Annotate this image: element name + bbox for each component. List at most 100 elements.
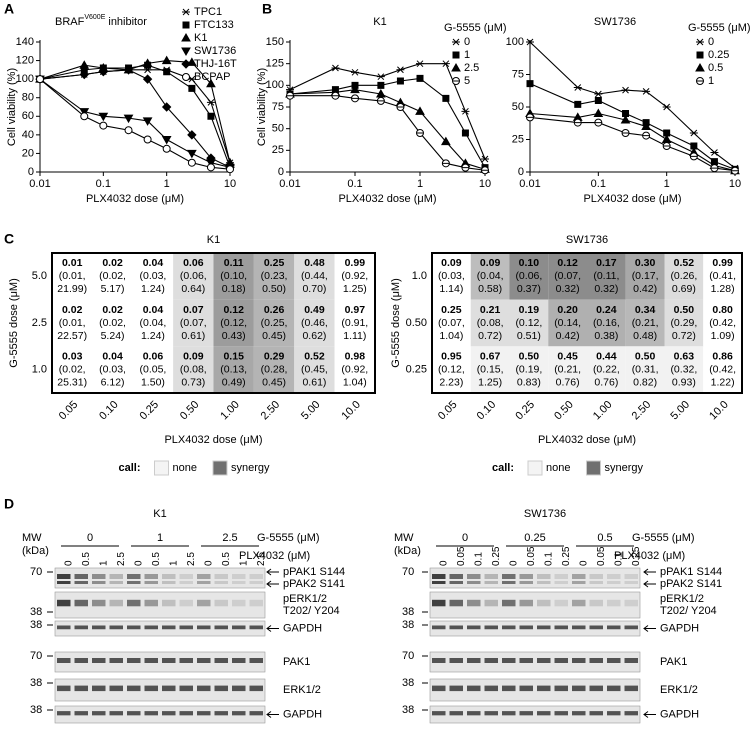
y-axis-label: Cell viability (%) bbox=[256, 68, 268, 146]
cell-ci-low: (0.02, bbox=[59, 363, 86, 375]
cell-value: 0.50 bbox=[635, 350, 656, 362]
blot-band bbox=[432, 581, 446, 584]
heatmap-border bbox=[51, 252, 376, 394]
legend-label: synergy bbox=[604, 462, 643, 474]
mw-marker: 38 bbox=[402, 704, 414, 716]
blot-band bbox=[162, 581, 176, 584]
heatmap-cell bbox=[173, 299, 214, 347]
band-arrow bbox=[643, 625, 656, 632]
blot-band bbox=[232, 685, 246, 692]
cell-value: 0.09 bbox=[480, 257, 501, 269]
row-label: 1.0 bbox=[32, 364, 47, 376]
lane-label: 0.05 bbox=[526, 546, 537, 566]
legend-label: none bbox=[173, 462, 197, 474]
heatmap-cell bbox=[703, 299, 742, 347]
blot-title: SW1736 bbox=[524, 508, 566, 520]
data-point bbox=[396, 77, 404, 85]
blot-band bbox=[232, 658, 246, 663]
legend-label: 1 bbox=[708, 75, 714, 87]
legend-label: 0.25 bbox=[708, 49, 729, 61]
cell-ci-high: 0.69) bbox=[672, 283, 696, 295]
legend-swatch bbox=[212, 460, 228, 476]
heatmap-cell bbox=[52, 346, 93, 393]
blot-band bbox=[144, 658, 158, 663]
data-point bbox=[689, 129, 698, 137]
panel-label: D bbox=[4, 496, 14, 512]
heatmap-cell bbox=[334, 253, 375, 300]
mw-marker: 70 bbox=[30, 566, 42, 578]
cell-ci-low: (0.04, bbox=[140, 317, 167, 329]
mw-marker: 38 bbox=[30, 619, 42, 631]
cell-ci-low: (0.31, bbox=[632, 363, 659, 375]
data-point bbox=[188, 84, 196, 92]
blot-band bbox=[144, 574, 158, 579]
blot-border bbox=[429, 567, 641, 589]
blot-band bbox=[519, 599, 533, 607]
lane-label: 1 bbox=[238, 560, 249, 566]
data-point bbox=[331, 64, 340, 72]
cell-value: 0.09 bbox=[441, 257, 462, 269]
lane-label: 0 bbox=[438, 560, 449, 566]
blot-band bbox=[57, 711, 71, 716]
cell-value: 0.44 bbox=[596, 350, 617, 362]
blot-strip bbox=[430, 652, 640, 672]
blot-band bbox=[127, 711, 141, 716]
blot-band bbox=[572, 685, 586, 692]
legend-marker bbox=[181, 47, 191, 57]
blot-band bbox=[109, 685, 123, 692]
blot-band bbox=[554, 711, 568, 716]
y-tick-label: 80 bbox=[22, 92, 34, 104]
y-tick-label: 25 bbox=[272, 144, 284, 156]
heatmap-cell bbox=[92, 299, 133, 347]
data-point bbox=[161, 136, 172, 145]
col-label: 1.00 bbox=[218, 399, 242, 423]
x-axis-label: PLX4032 dose (μM) bbox=[164, 434, 262, 446]
blot-band bbox=[589, 574, 603, 579]
cell-ci-low: (0.06, bbox=[515, 270, 542, 282]
cell-ci-high: 0.38) bbox=[594, 330, 618, 342]
cell-ci-high: 1.50) bbox=[141, 376, 165, 388]
blot-band bbox=[624, 574, 638, 579]
data-point bbox=[226, 165, 235, 174]
cell-ci-low: (0.46, bbox=[301, 317, 328, 329]
panel-label: A bbox=[4, 1, 14, 17]
group-label: 0.25 bbox=[524, 532, 545, 544]
blot-band bbox=[144, 685, 158, 692]
data-point bbox=[377, 81, 385, 89]
blot-band bbox=[74, 625, 88, 630]
cell-ci-high: 0.18) bbox=[222, 283, 246, 295]
heatmap-cell bbox=[253, 346, 295, 393]
heatmap-cell bbox=[470, 253, 510, 300]
legend-marker bbox=[182, 21, 190, 29]
group-label: 2.5 bbox=[222, 532, 237, 544]
data-point bbox=[206, 99, 215, 106]
lane-label: 0.5 bbox=[151, 552, 162, 566]
cell-value: 0.99 bbox=[712, 257, 733, 269]
cell-value: 0.98 bbox=[345, 350, 366, 362]
heatmap-cell bbox=[334, 346, 375, 393]
blot-band bbox=[214, 574, 228, 579]
data-point bbox=[396, 66, 405, 74]
heatmap-cell bbox=[587, 253, 626, 300]
blot-band bbox=[572, 625, 586, 630]
blot-band bbox=[109, 711, 123, 716]
lane-label: 0 bbox=[133, 560, 144, 566]
cell-ci-high: 0.93) bbox=[672, 376, 696, 388]
cell-value: 0.97 bbox=[345, 304, 366, 316]
mw-marker: 38 bbox=[30, 677, 42, 689]
heatmap-cell bbox=[132, 253, 174, 300]
col-label: 0.25 bbox=[513, 399, 537, 423]
heatmap-cell bbox=[132, 299, 174, 347]
row-label: 5.0 bbox=[32, 270, 47, 282]
heatmap-cell bbox=[52, 299, 93, 347]
lane-label: 1 bbox=[98, 560, 109, 566]
lane-label: 0.05 bbox=[456, 546, 467, 566]
data-point bbox=[441, 136, 451, 146]
blot-strip bbox=[55, 652, 265, 672]
blot-band bbox=[249, 599, 263, 607]
cell-value: 0.63 bbox=[674, 350, 695, 362]
heatmap-cell bbox=[294, 346, 335, 393]
cell-ci-high: 0.83) bbox=[517, 376, 541, 388]
band-label: GAPDH bbox=[283, 708, 322, 720]
data-point bbox=[396, 103, 405, 111]
